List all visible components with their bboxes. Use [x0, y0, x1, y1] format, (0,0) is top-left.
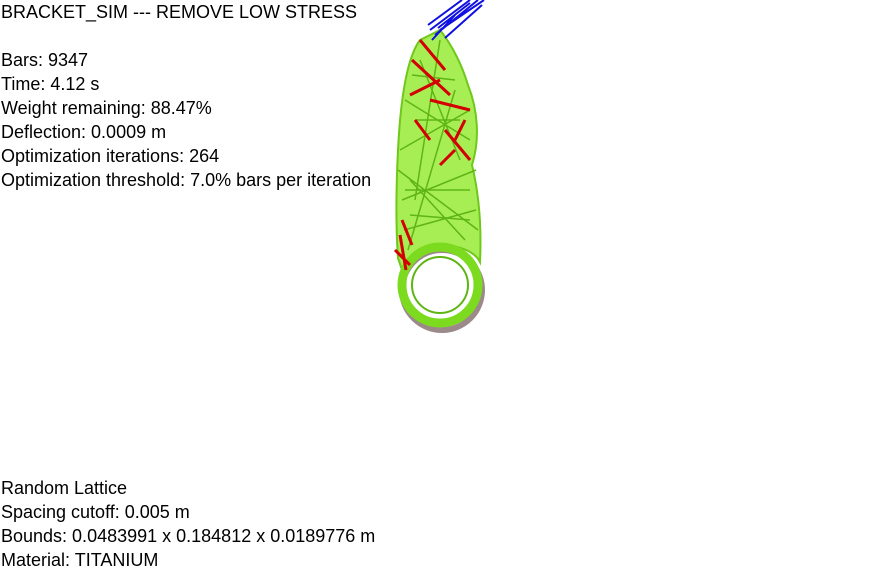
stat-time: Time: 4.12 s — [1, 74, 100, 94]
title-label: BRACKET_SIM --- REMOVE LOW STRESS — [1, 2, 358, 22]
stat-weight-remaining: Weight remaining: 88.47% — [1, 98, 212, 118]
lattice-viewport[interactable] — [380, 0, 500, 340]
info-lattice-type: Random Lattice — [1, 478, 128, 498]
lattice-bars — [397, 39, 479, 251]
stat-optimization-threshold: Optimization threshold: 7.0% bars per it… — [1, 170, 372, 190]
stat-bars: Bars: 9347 — [1, 50, 89, 70]
mount-ring-inner — [411, 256, 469, 314]
lattice-model — [393, 0, 485, 333]
info-spacing-cutoff: Spacing cutoff: 0.005 m — [1, 502, 190, 522]
high-stress-bars — [393, 39, 472, 271]
stat-optimization-iterations: Optimization iterations: 264 — [1, 146, 220, 166]
info-bounds: Bounds: 0.0483991 x 0.184812 x 0.0189776… — [1, 526, 376, 546]
stat-deflection: Deflection: 0.0009 m — [1, 122, 167, 142]
load-bars — [427, 0, 485, 41]
info-material: Material: TITANIUM — [1, 550, 159, 570]
mount-ring — [397, 242, 483, 328]
